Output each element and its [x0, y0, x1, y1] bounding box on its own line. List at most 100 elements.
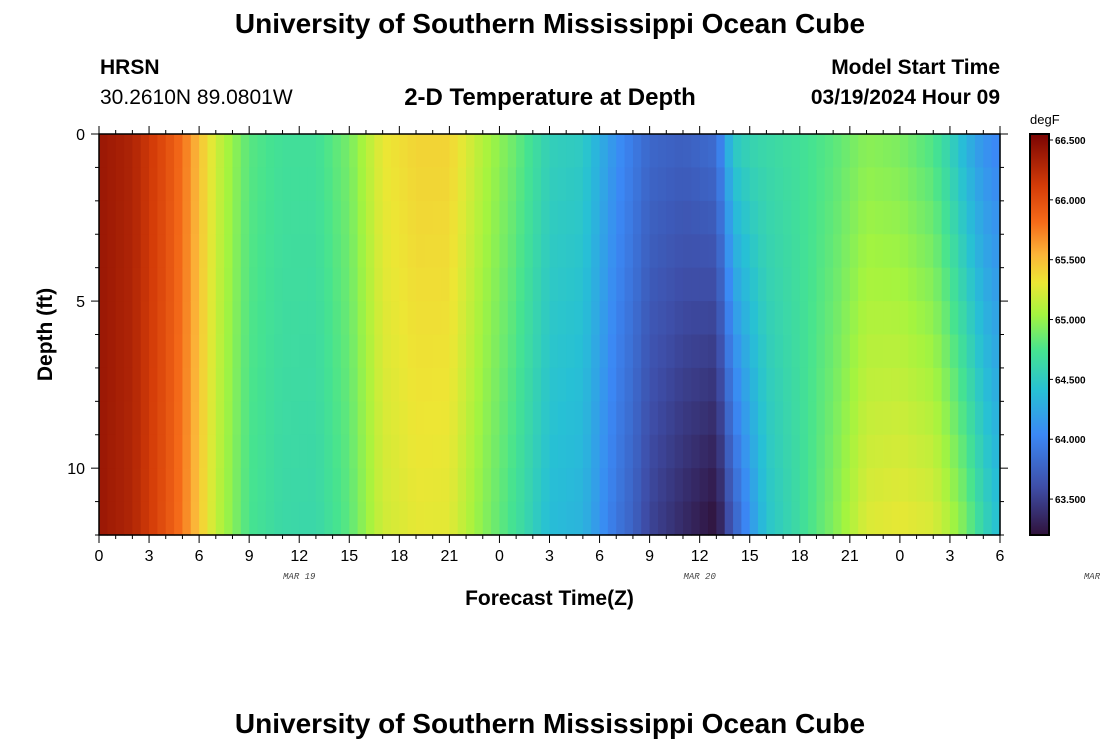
heatmap-cell — [140, 134, 150, 169]
heatmap-cell — [140, 434, 150, 469]
heatmap-cell — [682, 367, 692, 402]
heatmap-cell — [340, 167, 350, 202]
heatmap-cell — [966, 234, 976, 269]
heatmap-cell — [466, 200, 476, 235]
heatmap-cell — [449, 167, 459, 202]
heatmap-cell — [290, 167, 300, 202]
heatmap-cell — [457, 134, 467, 169]
heatmap-cell — [616, 468, 626, 503]
heatmap-cell — [399, 501, 409, 536]
colorbar-scale — [1029, 133, 1050, 536]
heatmap-cell — [574, 401, 584, 436]
heatmap-cell — [774, 200, 784, 235]
heatmap-cell — [799, 468, 809, 503]
heatmap-cell — [866, 267, 876, 302]
heatmap-cell — [290, 468, 300, 503]
heatmap-cell — [507, 301, 517, 336]
heatmap-cell — [557, 167, 567, 202]
heatmap-cell — [507, 434, 517, 469]
heatmap-cell — [115, 167, 125, 202]
heatmap-cell — [582, 401, 592, 436]
heatmap-cell — [474, 468, 484, 503]
heatmap-cell — [215, 334, 225, 369]
heatmap-cell — [991, 334, 1001, 369]
heatmap-cell — [916, 200, 926, 235]
heatmap-cell — [132, 367, 142, 402]
heatmap-cell — [399, 434, 409, 469]
heatmap-cell — [199, 367, 209, 402]
heatmap-cell — [866, 501, 876, 536]
heatmap-cell — [841, 367, 851, 402]
heatmap-cell — [766, 134, 776, 169]
heatmap-cell — [908, 267, 918, 302]
heatmap-cell — [933, 434, 943, 469]
heatmap-cell — [741, 501, 751, 536]
heatmap-cell — [808, 200, 818, 235]
heatmap-cell — [416, 434, 425, 469]
heatmap-cell — [574, 434, 584, 469]
heatmap-cell — [716, 401, 726, 436]
heatmap-cell — [240, 367, 250, 402]
heatmap-cell — [299, 468, 309, 503]
heatmap-cell — [524, 267, 534, 302]
heatmap-cell — [849, 134, 859, 169]
heatmap-cell — [549, 234, 559, 269]
heatmap-cell — [541, 134, 551, 169]
heatmap-cell — [124, 501, 133, 536]
heatmap-cell — [858, 334, 868, 369]
heatmap-cell — [249, 301, 259, 336]
heatmap-cell — [741, 301, 751, 336]
heatmap-cell — [974, 200, 984, 235]
heatmap-cell — [749, 301, 759, 336]
heatmap-cell — [190, 267, 200, 302]
heatmap-cell — [457, 167, 467, 202]
heatmap-cell — [107, 200, 117, 235]
heatmap-cell — [916, 401, 926, 436]
heatmap-cell — [991, 367, 1001, 402]
heatmap-cell — [407, 167, 417, 202]
x-date-label: MAR 20 — [683, 572, 716, 582]
heatmap-cell — [407, 468, 417, 503]
heatmap-cell — [858, 234, 868, 269]
heatmap-cell — [816, 367, 826, 402]
heatmap-cell — [833, 167, 843, 202]
heatmap-cell — [749, 167, 759, 202]
heatmap-cell — [407, 367, 417, 402]
heatmap-cell — [424, 434, 434, 469]
heatmap-cell — [833, 134, 843, 169]
heatmap-cell — [691, 200, 701, 235]
heatmap-cell — [524, 501, 534, 536]
heatmap-cell — [549, 367, 559, 402]
heatmap-cell — [849, 301, 859, 336]
heatmap-cell — [307, 200, 317, 235]
heatmap-cell — [849, 501, 859, 536]
heatmap-cell — [416, 367, 425, 402]
heatmap-cell — [783, 501, 793, 536]
heatmap-cell — [390, 434, 400, 469]
heatmap-cell — [299, 134, 309, 169]
heatmap-cell — [215, 468, 225, 503]
heatmap-cell — [682, 401, 692, 436]
heatmap-cell — [849, 468, 859, 503]
heatmap-cell — [991, 234, 1001, 269]
heatmap-cell — [332, 334, 342, 369]
heatmap-cell — [524, 301, 534, 336]
heatmap-cell — [758, 167, 767, 202]
heatmap-cell — [549, 468, 559, 503]
heatmap-cell — [691, 134, 701, 169]
heatmap-cell — [799, 234, 809, 269]
heatmap-cell — [349, 367, 359, 402]
heatmap-cell — [949, 301, 959, 336]
heatmap-cell — [808, 468, 818, 503]
heatmap-cell — [966, 167, 976, 202]
heatmap-cell — [924, 167, 934, 202]
heatmap-cell — [132, 401, 142, 436]
heatmap-cell — [791, 301, 801, 336]
heatmap-cell — [616, 367, 626, 402]
heatmap-cell — [390, 367, 400, 402]
colorbar-tick-label: 64.500 — [1055, 375, 1086, 386]
heatmap-cell — [441, 200, 450, 235]
heatmap-cell — [816, 401, 826, 436]
heatmap-cell — [699, 468, 709, 503]
heatmap-cell — [340, 334, 350, 369]
